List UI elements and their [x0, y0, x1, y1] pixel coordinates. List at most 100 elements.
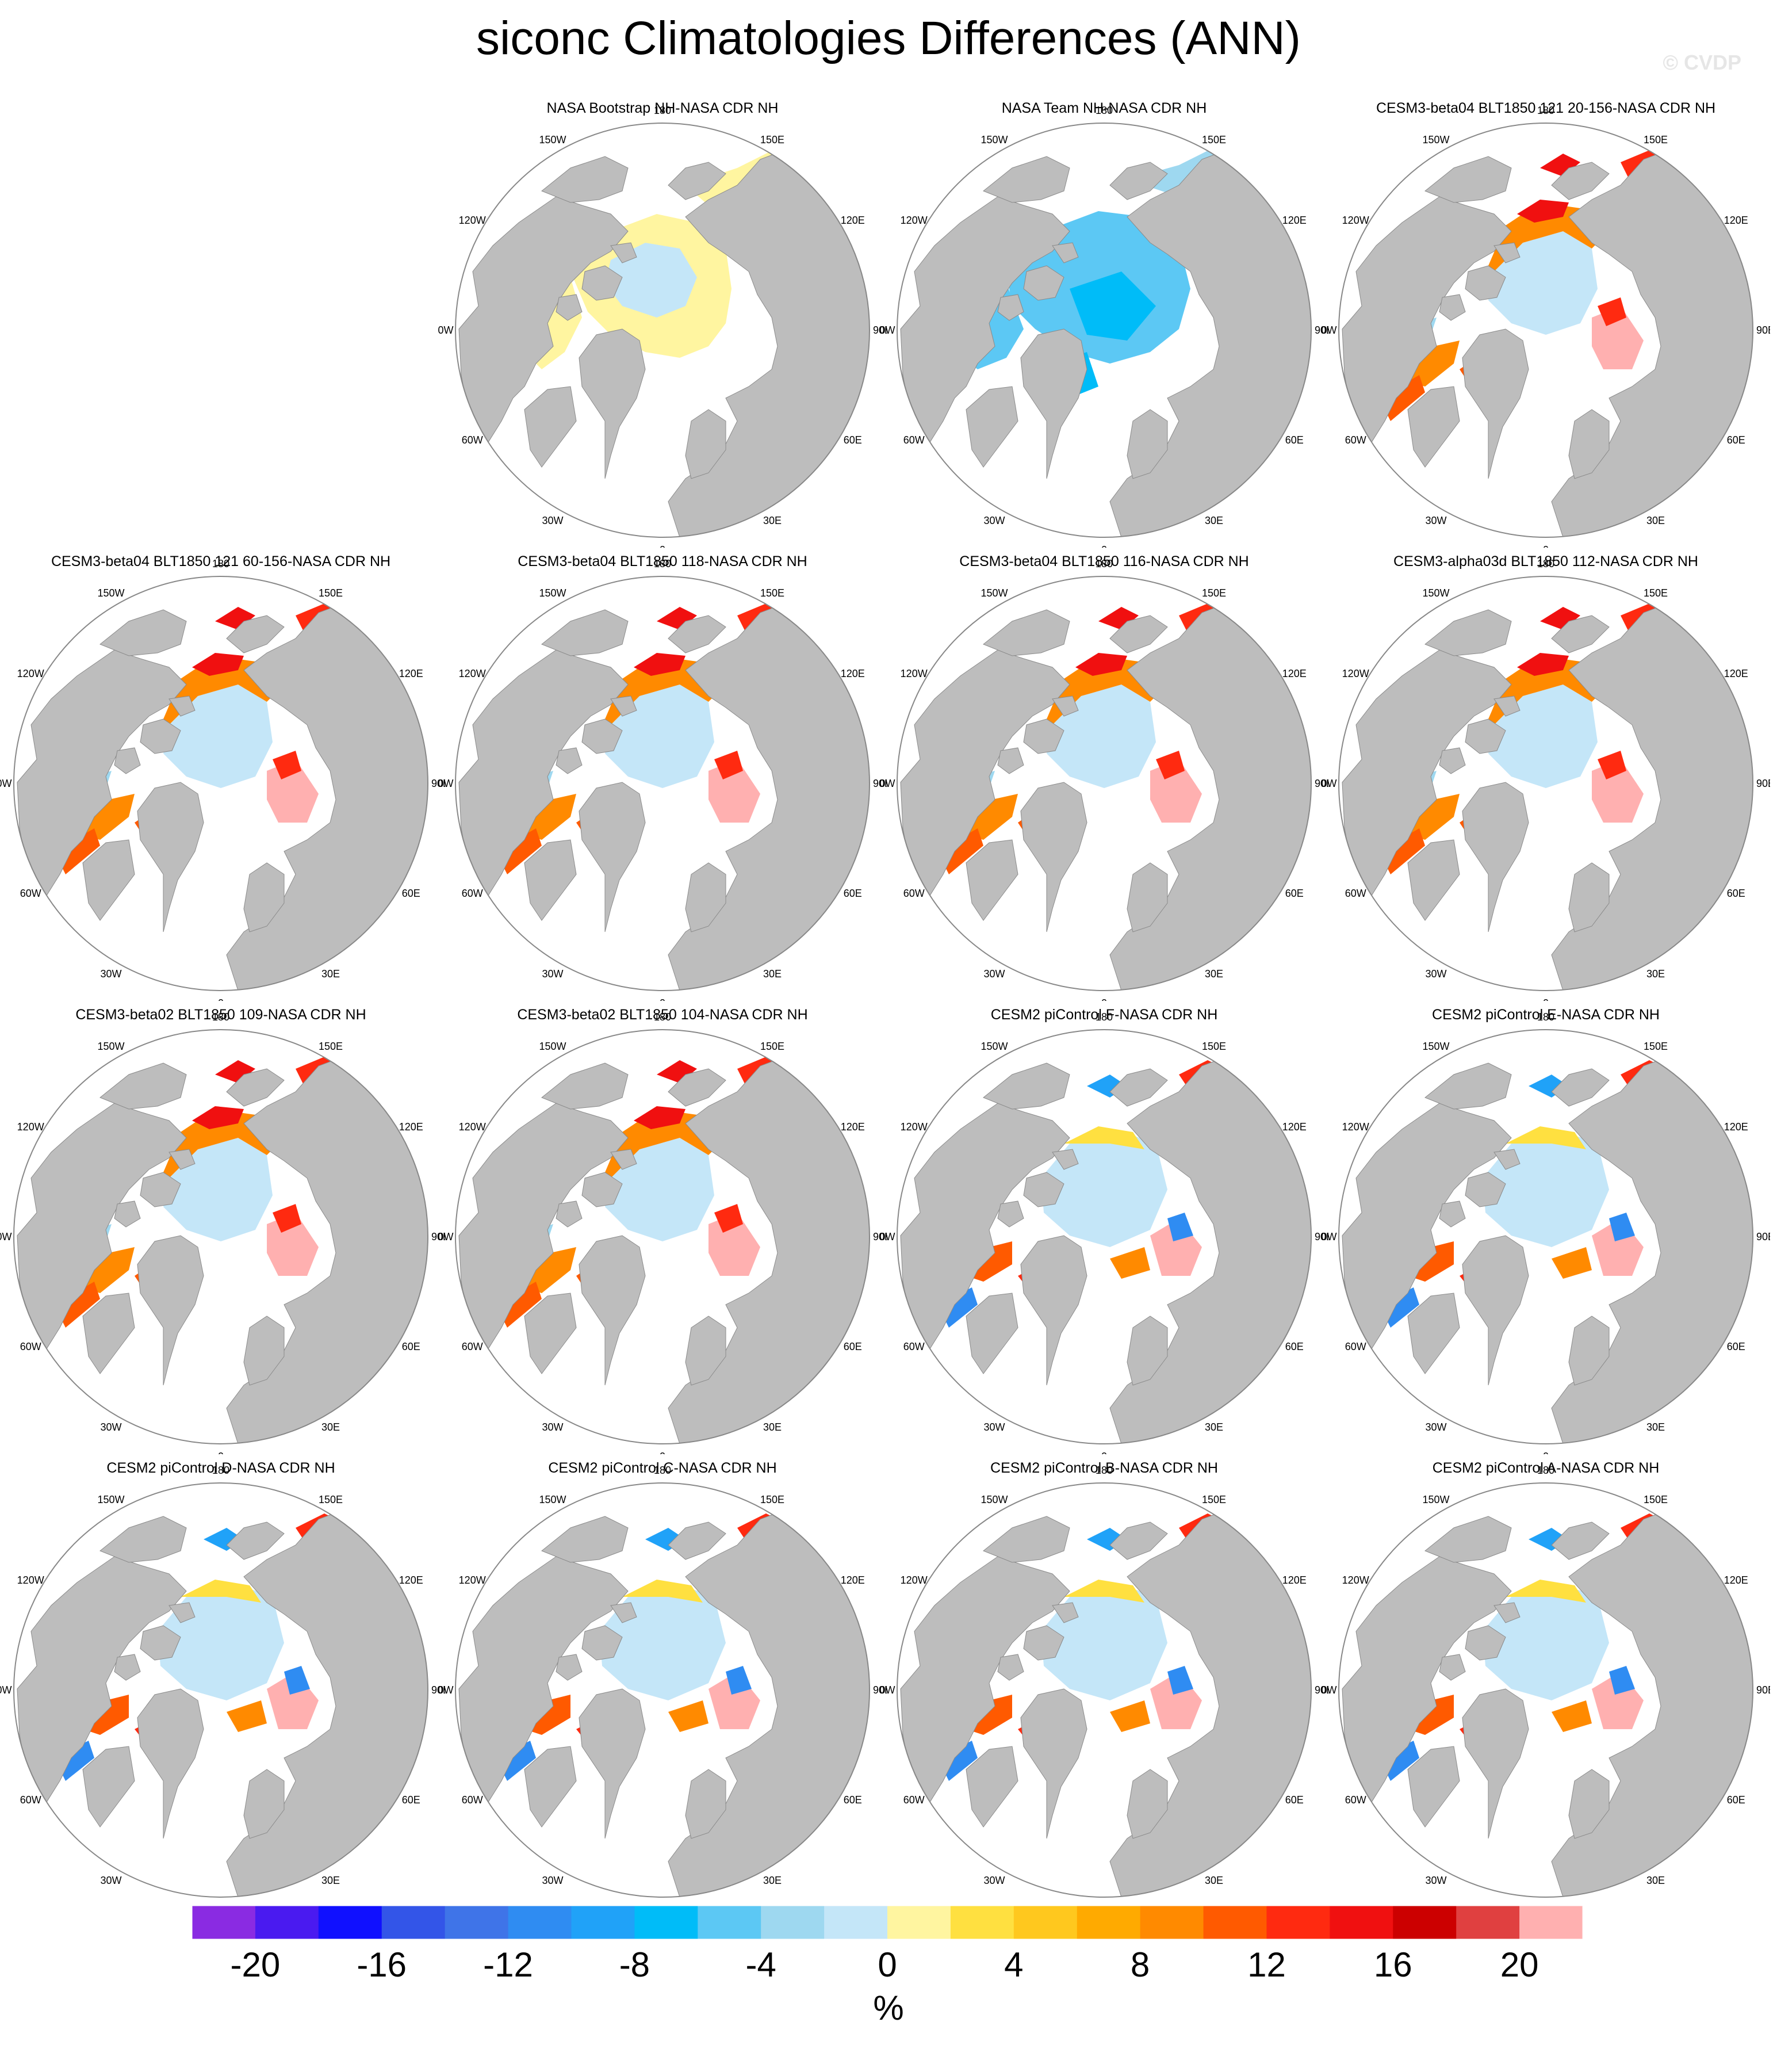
sea-ice-difference-region	[1167, 1213, 1193, 1241]
land-greenland	[1462, 782, 1529, 932]
longitude-label: 0	[218, 997, 224, 1001]
land-chukotka	[1109, 162, 1168, 200]
longitude-label: 180	[1096, 558, 1113, 569]
panel-title: CESM3-beta04 BLT1850 118-NASA CDR NH	[518, 553, 807, 569]
land-namerica	[17, 1556, 187, 1805]
longitude-label: 60W	[1345, 434, 1366, 446]
land-canada_e	[82, 839, 135, 921]
longitude-label: 0	[1101, 544, 1107, 548]
sea-ice-difference-region	[1506, 1580, 1586, 1603]
longitude-label: 60W	[1345, 888, 1366, 899]
longitude-label: 0	[1101, 1904, 1107, 1907]
panel-title: CESM2 piControl B-NASA CDR NH	[990, 1460, 1218, 1476]
colorbar-tick-label: 4	[1004, 1945, 1024, 1984]
longitude-label: 60E	[1727, 1794, 1745, 1806]
longitude-label: 120E	[1282, 1574, 1307, 1586]
sea-ice-difference-region	[634, 1106, 685, 1129]
longitude-label: 150W	[1422, 134, 1449, 146]
map-outline	[455, 123, 870, 538]
land-chukotka	[1551, 615, 1610, 653]
land-canada_e	[966, 1746, 1018, 1828]
longitude-label: 150E	[1644, 587, 1668, 599]
land-arctic_isl	[997, 242, 1079, 321]
polar-map: 180 150E 120E 90E 60E 30E 0 30W 60W 90W 120W 150W	[880, 558, 1328, 1001]
panel-title: CESM2 piControl E-NASA CDR NH	[1432, 1007, 1660, 1023]
land-greenland	[137, 1688, 204, 1839]
longitude-label: 30W	[1425, 1875, 1446, 1886]
longitude-label: 120E	[1724, 215, 1748, 226]
land-greenland	[579, 328, 646, 479]
land-alaska	[983, 609, 1070, 656]
longitude-label: 30E	[1205, 1875, 1223, 1886]
land-alaska	[541, 609, 629, 656]
land-chukotka	[1109, 1521, 1168, 1560]
land-scand	[243, 1769, 285, 1839]
land-namerica	[900, 1556, 1070, 1805]
longitude-label: 30E	[763, 968, 782, 980]
sea-ice-difference-region	[1075, 653, 1127, 676]
longitude-label: 0	[660, 997, 665, 1001]
longitude-label: 90E	[873, 324, 887, 336]
longitude-label: 90W	[438, 1231, 454, 1243]
longitude-label: 150W	[539, 1494, 566, 1505]
map-outline	[897, 1482, 1312, 1898]
land-alaska	[1424, 609, 1512, 656]
longitude-label: 120E	[399, 1121, 423, 1133]
polar-map: 180 150E 120E 90E 60E 30E 0 30W 60W 90W 120W 150W	[880, 1011, 1328, 1454]
colorbar-tick-label: 16	[1373, 1945, 1412, 1984]
longitude-label: 150E	[1202, 1494, 1226, 1505]
longitude-label: 120W	[901, 1121, 928, 1133]
land-arctic_isl	[997, 1602, 1079, 1681]
sea-ice-difference-region	[622, 1580, 703, 1603]
land-chukotka	[1551, 162, 1610, 200]
longitude-label: 0	[1543, 1904, 1549, 1907]
land-chukotka	[1551, 1521, 1610, 1560]
longitude-label: 30E	[763, 1421, 782, 1433]
longitude-label: 30E	[1646, 1875, 1665, 1886]
land-namerica	[1342, 1103, 1512, 1351]
longitude-label: 30W	[1425, 515, 1446, 526]
land-namerica	[900, 649, 1070, 898]
longitude-label: 150W	[539, 134, 566, 146]
longitude-label: 60E	[1285, 1341, 1304, 1352]
land-scand	[1127, 1316, 1168, 1386]
longitude-label: 30E	[1646, 968, 1665, 980]
sea-ice-difference-region	[1552, 1247, 1592, 1279]
land-canada_e	[82, 1293, 135, 1374]
longitude-label: 120E	[1282, 668, 1307, 679]
colorbar-tick-label: -20	[230, 1945, 281, 1984]
map-panel: CESM3-beta02 BLT1850 104-NASA CDR NH 180 1…	[438, 1006, 887, 1454]
longitude-label: 30W	[100, 1875, 121, 1886]
longitude-label: 150E	[1202, 587, 1226, 599]
longitude-label: 30W	[542, 515, 563, 526]
longitude-label: 0	[1101, 997, 1107, 1001]
land-namerica	[458, 649, 629, 898]
longitude-label: 120E	[841, 668, 865, 679]
land-alaska	[983, 1062, 1070, 1110]
land-namerica	[1342, 196, 1512, 445]
colorbar-tick-label: -8	[619, 1945, 650, 1984]
map-outline	[13, 1482, 428, 1898]
longitude-label: 60W	[1345, 1794, 1366, 1806]
polar-map: 180 150E 120E 90E 60E 30E 0 30W 60W 90W 120W 150W	[880, 1465, 1328, 1907]
longitude-label: 180	[1537, 105, 1554, 116]
land-arctic_isl	[114, 1602, 196, 1681]
longitude-label: 0	[660, 1451, 665, 1454]
land-canada_e	[524, 839, 577, 921]
land-namerica	[458, 1556, 629, 1805]
panel-title: CESM2 piControl D-NASA CDR NH	[106, 1460, 335, 1476]
land-alaska	[1424, 1516, 1512, 1563]
panel-title: CESM3-alpha03d BLT1850 112-NASA CDR NH	[1393, 553, 1698, 569]
land-arctic_isl	[1439, 1149, 1521, 1228]
colorbar-tick-label: -12	[483, 1945, 533, 1984]
land-namerica	[900, 196, 1070, 445]
land-canada_e	[966, 386, 1018, 468]
longitude-label: 180	[1537, 1011, 1554, 1023]
polar-map: 180 150E 120E 90E 60E 30E 0 30W 60W 90W 120W 150W	[880, 105, 1328, 548]
longitude-label: 90W	[1322, 778, 1337, 789]
page-title: siconc Climatologies Differences (ANN)	[476, 12, 1301, 64]
longitude-label: 60W	[20, 1341, 41, 1352]
longitude-label: 0	[218, 1904, 224, 1907]
land-scand	[685, 1769, 726, 1839]
longitude-label: 30E	[321, 968, 340, 980]
